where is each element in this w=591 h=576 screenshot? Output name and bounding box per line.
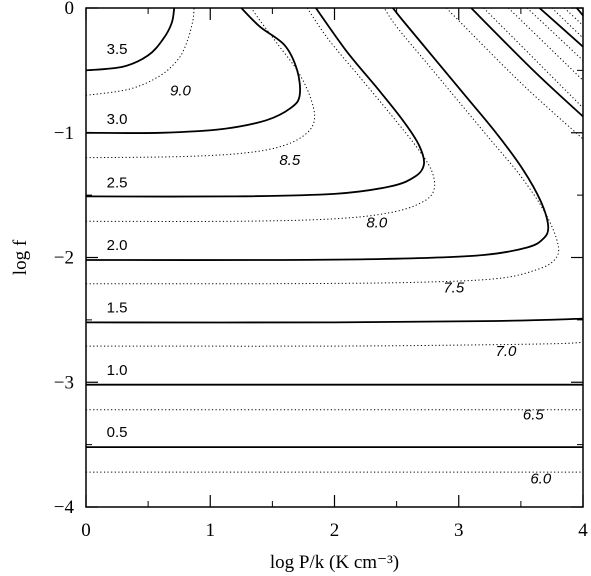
contour-curves xyxy=(86,8,583,473)
y-tick-label: −1 xyxy=(54,123,74,144)
solid-contour-2.0 xyxy=(86,8,550,261)
x-tick-label: 1 xyxy=(206,520,216,541)
dotted-contour-7.0 xyxy=(86,341,583,347)
dotted-contour-label: 6.5 xyxy=(523,407,545,424)
dotted-contour-extra-3 xyxy=(526,8,583,61)
dotted-contour-extra-1 xyxy=(483,8,583,109)
x-tick-label: 0 xyxy=(81,520,91,541)
solid-contour-label: 3.5 xyxy=(107,41,128,58)
y-tick-label: −2 xyxy=(54,248,74,269)
dotted-contour-label: 7.0 xyxy=(496,343,518,360)
solid-contour-extra-0 xyxy=(470,8,583,118)
solid-contour-label: 3.0 xyxy=(107,111,128,128)
dotted-contour-8.5 xyxy=(86,8,316,159)
dotted-contour-8.0 xyxy=(86,8,436,222)
x-axis-label: log P/k (K cm⁻³) xyxy=(270,552,399,573)
y-axis-label: log f xyxy=(10,239,31,275)
solid-contour-label: 1.0 xyxy=(107,362,128,379)
dotted-contour-extra-0 xyxy=(445,8,583,140)
dotted-contour-extra-2 xyxy=(508,8,583,81)
solid-contour-2.5 xyxy=(86,8,425,198)
x-tick-label: 3 xyxy=(454,520,464,541)
dotted-contour-extra-5 xyxy=(564,8,583,26)
solid-contour-label: 2.5 xyxy=(107,175,128,192)
contour-labels: 3.5 3.0 2.5 2.0 1.5 1.0 0.5 9.0 8.5 8.0 7.5 7.0 6.5 6… xyxy=(107,41,552,487)
y-tick-label: −4 xyxy=(54,497,75,518)
solid-contour-3.5 xyxy=(86,8,176,72)
dotted-contour-extra-4 xyxy=(551,8,583,39)
solid-contour-label: 1.5 xyxy=(107,299,128,316)
plot-frame xyxy=(85,7,584,508)
dotted-contour-label: 9.0 xyxy=(170,82,192,99)
dotted-contour-label: 7.5 xyxy=(443,279,465,296)
x-tick-label: 4 xyxy=(578,520,588,541)
y-tick-label: −3 xyxy=(54,372,74,393)
axis-ticks: 0 1 2 3 4 0 −1 −2 −3 −4 xyxy=(54,0,588,541)
y-tick-label: 0 xyxy=(65,0,75,19)
x-tick-label: 2 xyxy=(330,520,340,541)
solid-contour-3.0 xyxy=(86,8,301,134)
dotted-contour-label: 8.5 xyxy=(279,152,301,169)
solid-contour-label: 0.5 xyxy=(107,424,128,441)
solid-contour-extra-1 xyxy=(538,8,583,48)
solid-contour-label: 2.0 xyxy=(107,237,128,254)
solid-contour-1.5 xyxy=(86,317,583,324)
dotted-contour-9.0 xyxy=(86,8,195,96)
solid-contour-extra-2 xyxy=(576,8,583,17)
dotted-contour-label: 6.0 xyxy=(530,470,552,487)
dotted-contour-label: 8.0 xyxy=(366,215,388,232)
